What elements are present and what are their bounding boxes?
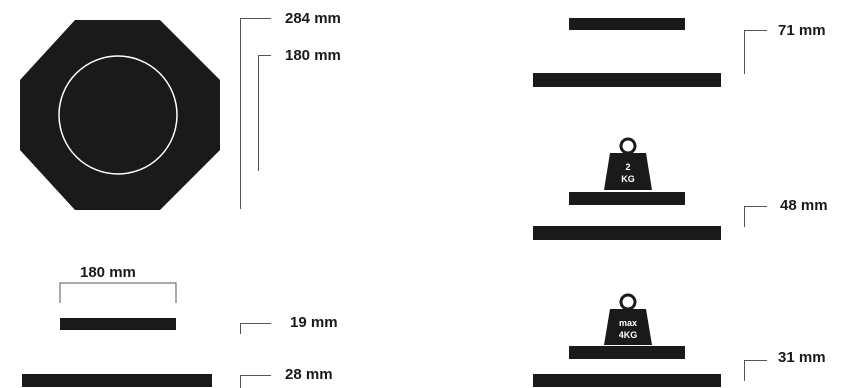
inner-circle-outline: [58, 55, 178, 175]
thick-dimension-label: 28 mm: [285, 366, 333, 383]
width-bracket: [59, 282, 177, 303]
thin-plate-profile: [60, 318, 176, 330]
outer-dimension-leader: [240, 18, 271, 209]
stack2-base-bar: [533, 226, 721, 240]
outer-dimension-label: 284 mm: [285, 10, 341, 27]
inner-dimension-label: 180 mm: [285, 47, 341, 64]
inner-dimension-leader: [258, 55, 271, 171]
weight-icon-2kg: 2 KG: [604, 137, 652, 190]
stack2-top-bar: [569, 192, 685, 205]
stack1-leader: [744, 30, 767, 74]
stack3-height-label: 31 mm: [778, 349, 826, 366]
octagon-plate: [20, 20, 220, 210]
thin-dimension-label: 19 mm: [290, 314, 338, 331]
thick-plate-profile: [22, 374, 212, 387]
stack2-height-label: 48 mm: [780, 197, 828, 214]
stack1-top-bar: [569, 18, 685, 30]
weight-2kg-line1: 2: [625, 162, 630, 172]
stack1-base-bar: [533, 73, 721, 87]
stack3-leader: [744, 360, 767, 381]
width-label: 180 mm: [80, 264, 136, 281]
stack3-base-bar: [533, 374, 721, 387]
weight-2kg-line2: KG: [621, 174, 635, 184]
weight-4kg-line2: 4KG: [619, 330, 638, 340]
weight-icon-max-4kg: max 4KG: [604, 293, 652, 345]
stack3-top-bar: [569, 346, 685, 359]
thin-dimension-leader: [240, 323, 271, 334]
weight-4kg-line1: max: [619, 318, 637, 328]
stack2-leader: [744, 206, 767, 227]
thick-dimension-leader: [240, 375, 271, 388]
stack1-height-label: 71 mm: [778, 22, 826, 39]
